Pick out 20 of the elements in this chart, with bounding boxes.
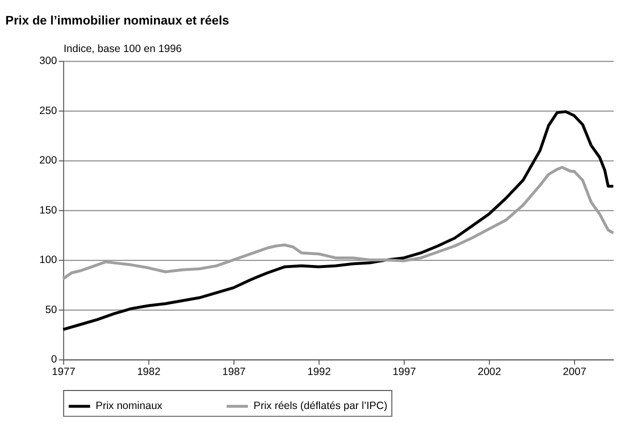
y-tick-label: 50 bbox=[45, 304, 58, 316]
legend-label: Prix réels (déflatés par l’IPC) bbox=[254, 400, 388, 412]
x-tick-label: 2007 bbox=[562, 366, 586, 378]
x-tick-label: 1982 bbox=[137, 366, 161, 378]
y-tick-label: 300 bbox=[39, 55, 58, 68]
x-tick-label: 1977 bbox=[52, 366, 76, 378]
y-tick-label: 100 bbox=[39, 254, 58, 266]
y-tick-label: 0 bbox=[51, 354, 58, 366]
x-tick-label: 2002 bbox=[478, 366, 502, 378]
line-series bbox=[62, 110, 615, 331]
y-tick-label: 200 bbox=[39, 154, 58, 167]
legend-label: Prix nominaux bbox=[96, 400, 164, 412]
y-axis-title: Indice, base 100 en 1996 bbox=[64, 42, 182, 55]
x-tick-label: 1997 bbox=[392, 366, 416, 378]
y-tick-label: 150 bbox=[39, 204, 58, 216]
x-tick-label: 1992 bbox=[307, 366, 331, 378]
chart-title: Prix de l’immobilier nominaux et réels bbox=[5, 14, 230, 28]
y-tick-label: 250 bbox=[39, 104, 58, 117]
line-series bbox=[62, 166, 615, 280]
x-tick-label: 1987 bbox=[222, 366, 246, 378]
